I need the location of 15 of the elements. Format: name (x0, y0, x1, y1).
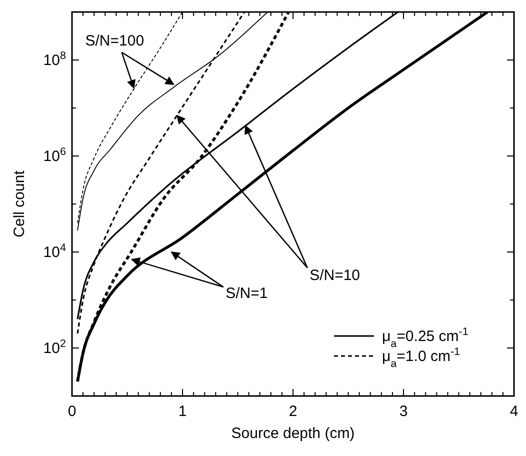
annotation: S/N=10 (310, 266, 360, 284)
y-tick-label: 10$^{6}$ (43, 146, 66, 165)
annotation: S/N=1 (226, 285, 268, 302)
legend-label: μ$_{a}$=1.0 cm$^{-1}$ (382, 346, 460, 370)
y-tick-label: 10$^{2}$ (43, 338, 66, 357)
x-tick-label: 3 (399, 403, 408, 420)
y-axis-title: Cell count (11, 170, 28, 238)
x-tick-label: 4 (510, 403, 518, 420)
x-tick-label: 2 (288, 403, 298, 420)
annotation: S/N=100 (85, 32, 144, 50)
y-tick-label: 10$^{8}$ (43, 50, 66, 69)
x-tick-label: 0 (68, 403, 76, 420)
x-tick-label: 1 (178, 403, 187, 420)
y-tick-label: 10$^{4}$ (43, 242, 66, 261)
x-axis-title: Source depth (cm) (231, 425, 355, 442)
